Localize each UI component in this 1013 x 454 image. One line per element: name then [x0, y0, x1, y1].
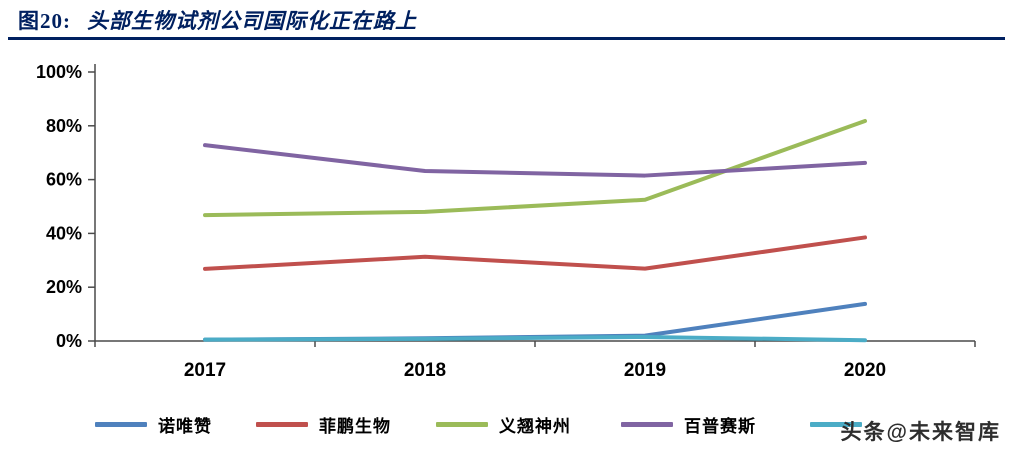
- figure-title: 头部生物试剂公司国际化正在路上: [87, 9, 417, 33]
- y-tick-label: 100%: [36, 62, 82, 82]
- header-rule: [8, 37, 1005, 40]
- legend-swatch-3: [621, 421, 673, 427]
- x-tick-label: 2017: [184, 360, 226, 381]
- watermark: 头条@未来智库: [840, 421, 1001, 444]
- y-tick-label: 40%: [46, 223, 82, 243]
- legend-item-0: 诺唯赞: [95, 412, 212, 436]
- legend-item-4: [810, 412, 873, 436]
- y-tick-label: 60%: [46, 170, 82, 190]
- legend-label-1: 菲鹏生物: [319, 416, 391, 436]
- y-tick-label: 80%: [46, 116, 82, 136]
- x-tick-label: 2018: [404, 360, 446, 381]
- legend-item-2: 义翘神州: [436, 412, 571, 436]
- legend-swatch-2: [436, 421, 488, 427]
- legend-item-1: 菲鹏生物: [256, 412, 391, 436]
- legend-swatch-1: [256, 421, 308, 427]
- x-tick-label: 2020: [844, 360, 886, 381]
- legend-label-3: 百普赛斯: [684, 416, 756, 436]
- series-line-2: [203, 118, 867, 218]
- series-line-1: [203, 235, 867, 271]
- series-line-3: [203, 143, 867, 178]
- legend-item-3: 百普赛斯: [621, 412, 756, 436]
- axis-lines: [94, 64, 975, 342]
- legend-label-0: 诺唯赞: [158, 416, 212, 436]
- legend-swatch-0: [95, 421, 147, 427]
- legend-swatch-4: [810, 421, 862, 427]
- y-tick-label: 0%: [56, 331, 82, 351]
- series-line-0: [203, 301, 867, 342]
- legend-label-2: 义翘神州: [499, 416, 571, 436]
- figure-label: 图20:: [18, 9, 71, 33]
- series-line-4: [203, 334, 867, 343]
- chart-legend: 诺唯赞 菲鹏生物 义翘神州 百普赛斯: [0, 412, 1013, 442]
- y-tick-label: 20%: [46, 277, 82, 297]
- x-tick-label: 2019: [624, 360, 666, 381]
- line-chart: 0% 20% 40% 60% 80% 100% 2017 2018 2019 2020: [36, 62, 976, 381]
- figure-header: 图20: 头部生物试剂公司国际化正在路上: [18, 5, 417, 35]
